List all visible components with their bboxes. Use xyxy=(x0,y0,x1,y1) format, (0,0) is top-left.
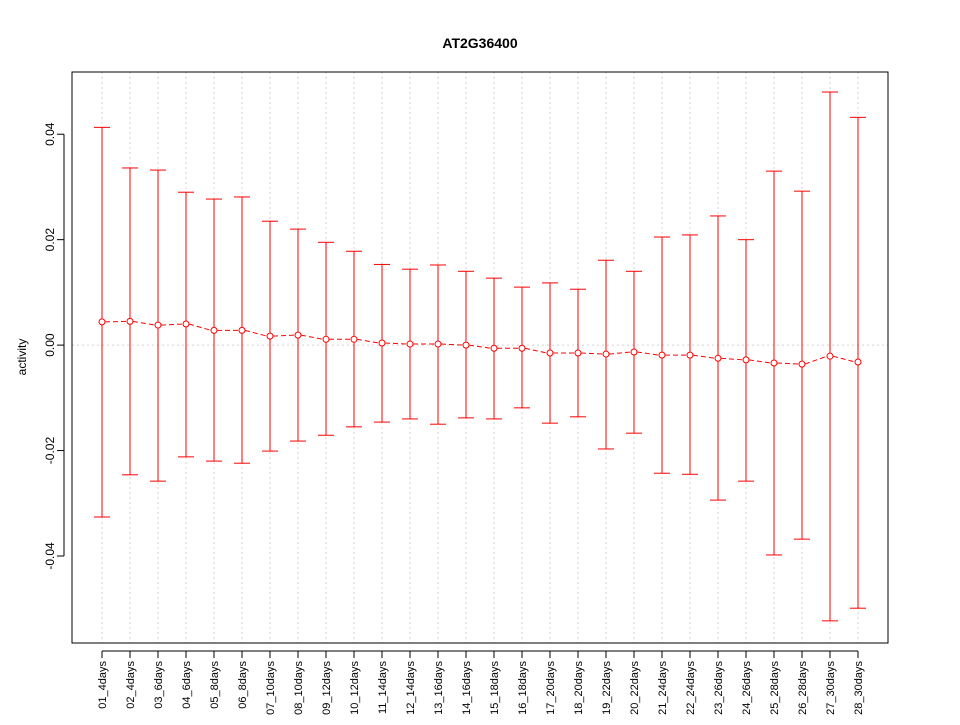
data-point xyxy=(602,350,610,358)
plot-frame xyxy=(71,71,889,644)
y-tick-label: 0.00 xyxy=(43,333,57,357)
series-line-segment xyxy=(300,334,324,340)
series-line-segment xyxy=(580,352,604,355)
series-line-segment xyxy=(468,344,492,349)
data-point xyxy=(742,356,750,364)
data-point xyxy=(630,348,638,356)
x-tick-label: 02_4days xyxy=(125,661,137,709)
data-point xyxy=(462,341,470,349)
x-tick-label: 24_26days xyxy=(741,661,753,715)
data-point xyxy=(434,340,442,348)
data-point xyxy=(714,354,722,362)
series-line-segment xyxy=(188,323,212,331)
data-point xyxy=(350,335,358,343)
data-point xyxy=(182,320,190,328)
axes: -0.04 -0.02 0.00 0.02 0.04 01_4days 02_4days 03… xyxy=(43,122,865,715)
x-tick-label: 27_30days xyxy=(825,661,837,715)
y-axis-label: activity xyxy=(15,339,29,376)
x-tick-label: 05_8days xyxy=(209,661,221,709)
x-tick-label: 22_24days xyxy=(685,661,697,715)
series-line-segment xyxy=(104,320,128,323)
chart-title: AT2G36400 xyxy=(442,35,517,51)
x-tick-label: 20_22days xyxy=(629,661,641,715)
series-line-segment xyxy=(692,354,716,359)
x-tick-label: 13_16days xyxy=(433,661,445,715)
series-line-segment xyxy=(748,359,772,364)
series-line-segment xyxy=(524,347,548,354)
x-tick-label: 03_6days xyxy=(153,661,165,709)
grid xyxy=(72,72,888,643)
data-point xyxy=(574,349,582,357)
x-tick-label: 14_16days xyxy=(461,661,473,715)
data-point xyxy=(658,351,666,359)
series-line-segment xyxy=(608,351,632,355)
data-point xyxy=(406,340,414,348)
x-tick-label: 15_18days xyxy=(489,661,501,715)
series-line-segment xyxy=(636,351,660,356)
data-point xyxy=(154,321,162,329)
x-tick-label: 16_18days xyxy=(517,661,529,715)
series-line-segment xyxy=(384,342,408,345)
x-tick-label: 11_14days xyxy=(377,661,389,715)
y-tick-label: -0.02 xyxy=(43,437,57,465)
x-tick-label: 12_14days xyxy=(405,661,417,715)
y-tick-label: -0.04 xyxy=(43,542,57,570)
x-tick-label: 08_10days xyxy=(293,661,305,715)
series-line-segment xyxy=(160,323,184,326)
data-point xyxy=(378,339,386,347)
data-point xyxy=(238,326,246,334)
data-point xyxy=(854,358,862,366)
data-point xyxy=(322,335,330,343)
data-point xyxy=(294,331,302,339)
data-point xyxy=(686,351,694,359)
data-point xyxy=(210,326,218,334)
x-tick-label: 07_10days xyxy=(265,661,277,715)
y-tick-label: 0.02 xyxy=(43,228,57,252)
x-tick-label: 18_20days xyxy=(573,661,585,715)
data-point xyxy=(770,359,778,367)
x-tick-label: 19_22days xyxy=(601,661,613,715)
data-point xyxy=(518,344,526,352)
series-line-segment xyxy=(832,355,856,363)
data-point xyxy=(798,360,806,368)
x-tick-label: 23_26days xyxy=(713,661,725,715)
data-point xyxy=(266,332,274,340)
series-line-segment xyxy=(776,362,800,365)
data-point xyxy=(126,317,134,325)
data-point xyxy=(98,318,106,326)
data-point xyxy=(490,344,498,352)
series-line-segment xyxy=(132,320,156,326)
x-tick-label: 01_4days xyxy=(97,661,109,709)
x-tick-label: 09_12days xyxy=(321,661,333,715)
series-line-segment xyxy=(272,334,296,337)
series-line-segment xyxy=(440,343,464,346)
y-tick-label: 0.04 xyxy=(43,122,57,146)
x-tick-label: 28_30days xyxy=(853,661,865,715)
x-tick-label: 10_12days xyxy=(349,661,361,715)
x-tick-label: 25_28days xyxy=(769,661,781,715)
x-tick-label: 04_6days xyxy=(181,661,193,709)
x-tick-label: 06_8days xyxy=(237,661,249,709)
series-line-segment xyxy=(244,329,268,337)
series-line-segment xyxy=(804,355,828,365)
series-line-segment xyxy=(356,338,380,344)
series-line-segment xyxy=(720,357,744,361)
data-point xyxy=(546,349,554,357)
data-point xyxy=(826,352,834,360)
x-tick-label: 17_20days xyxy=(545,661,557,715)
x-tick-label: 21_24days xyxy=(657,661,669,715)
x-tick-label: 26_28days xyxy=(797,661,809,715)
series xyxy=(94,91,866,622)
